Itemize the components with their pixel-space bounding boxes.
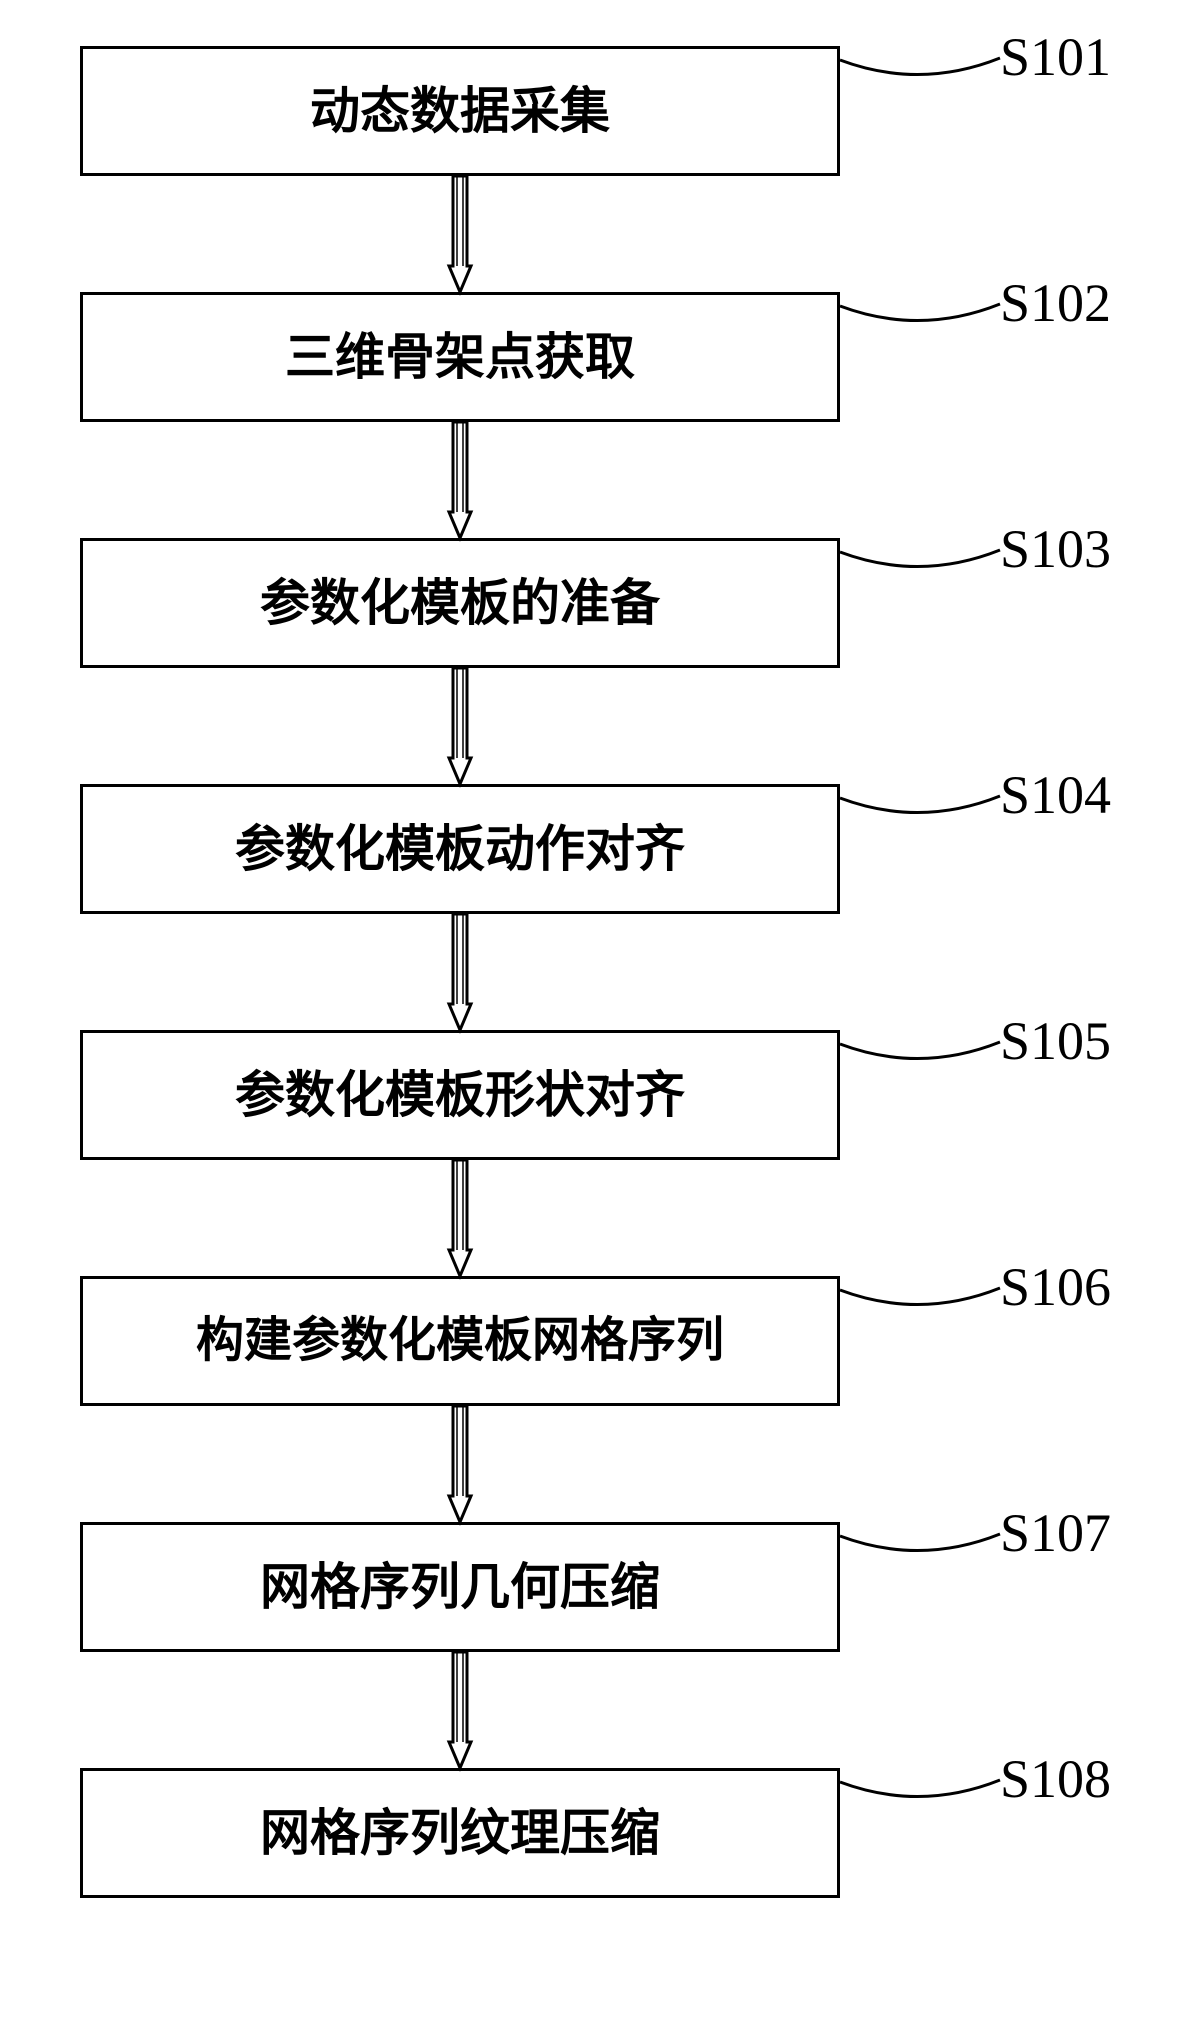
flowchart-canvas: 动态数据采集S101三维骨架点获取S102参数化模板的准备S103参数化模板动作…	[0, 0, 1191, 2020]
flow-arrow	[0, 0, 1191, 2020]
